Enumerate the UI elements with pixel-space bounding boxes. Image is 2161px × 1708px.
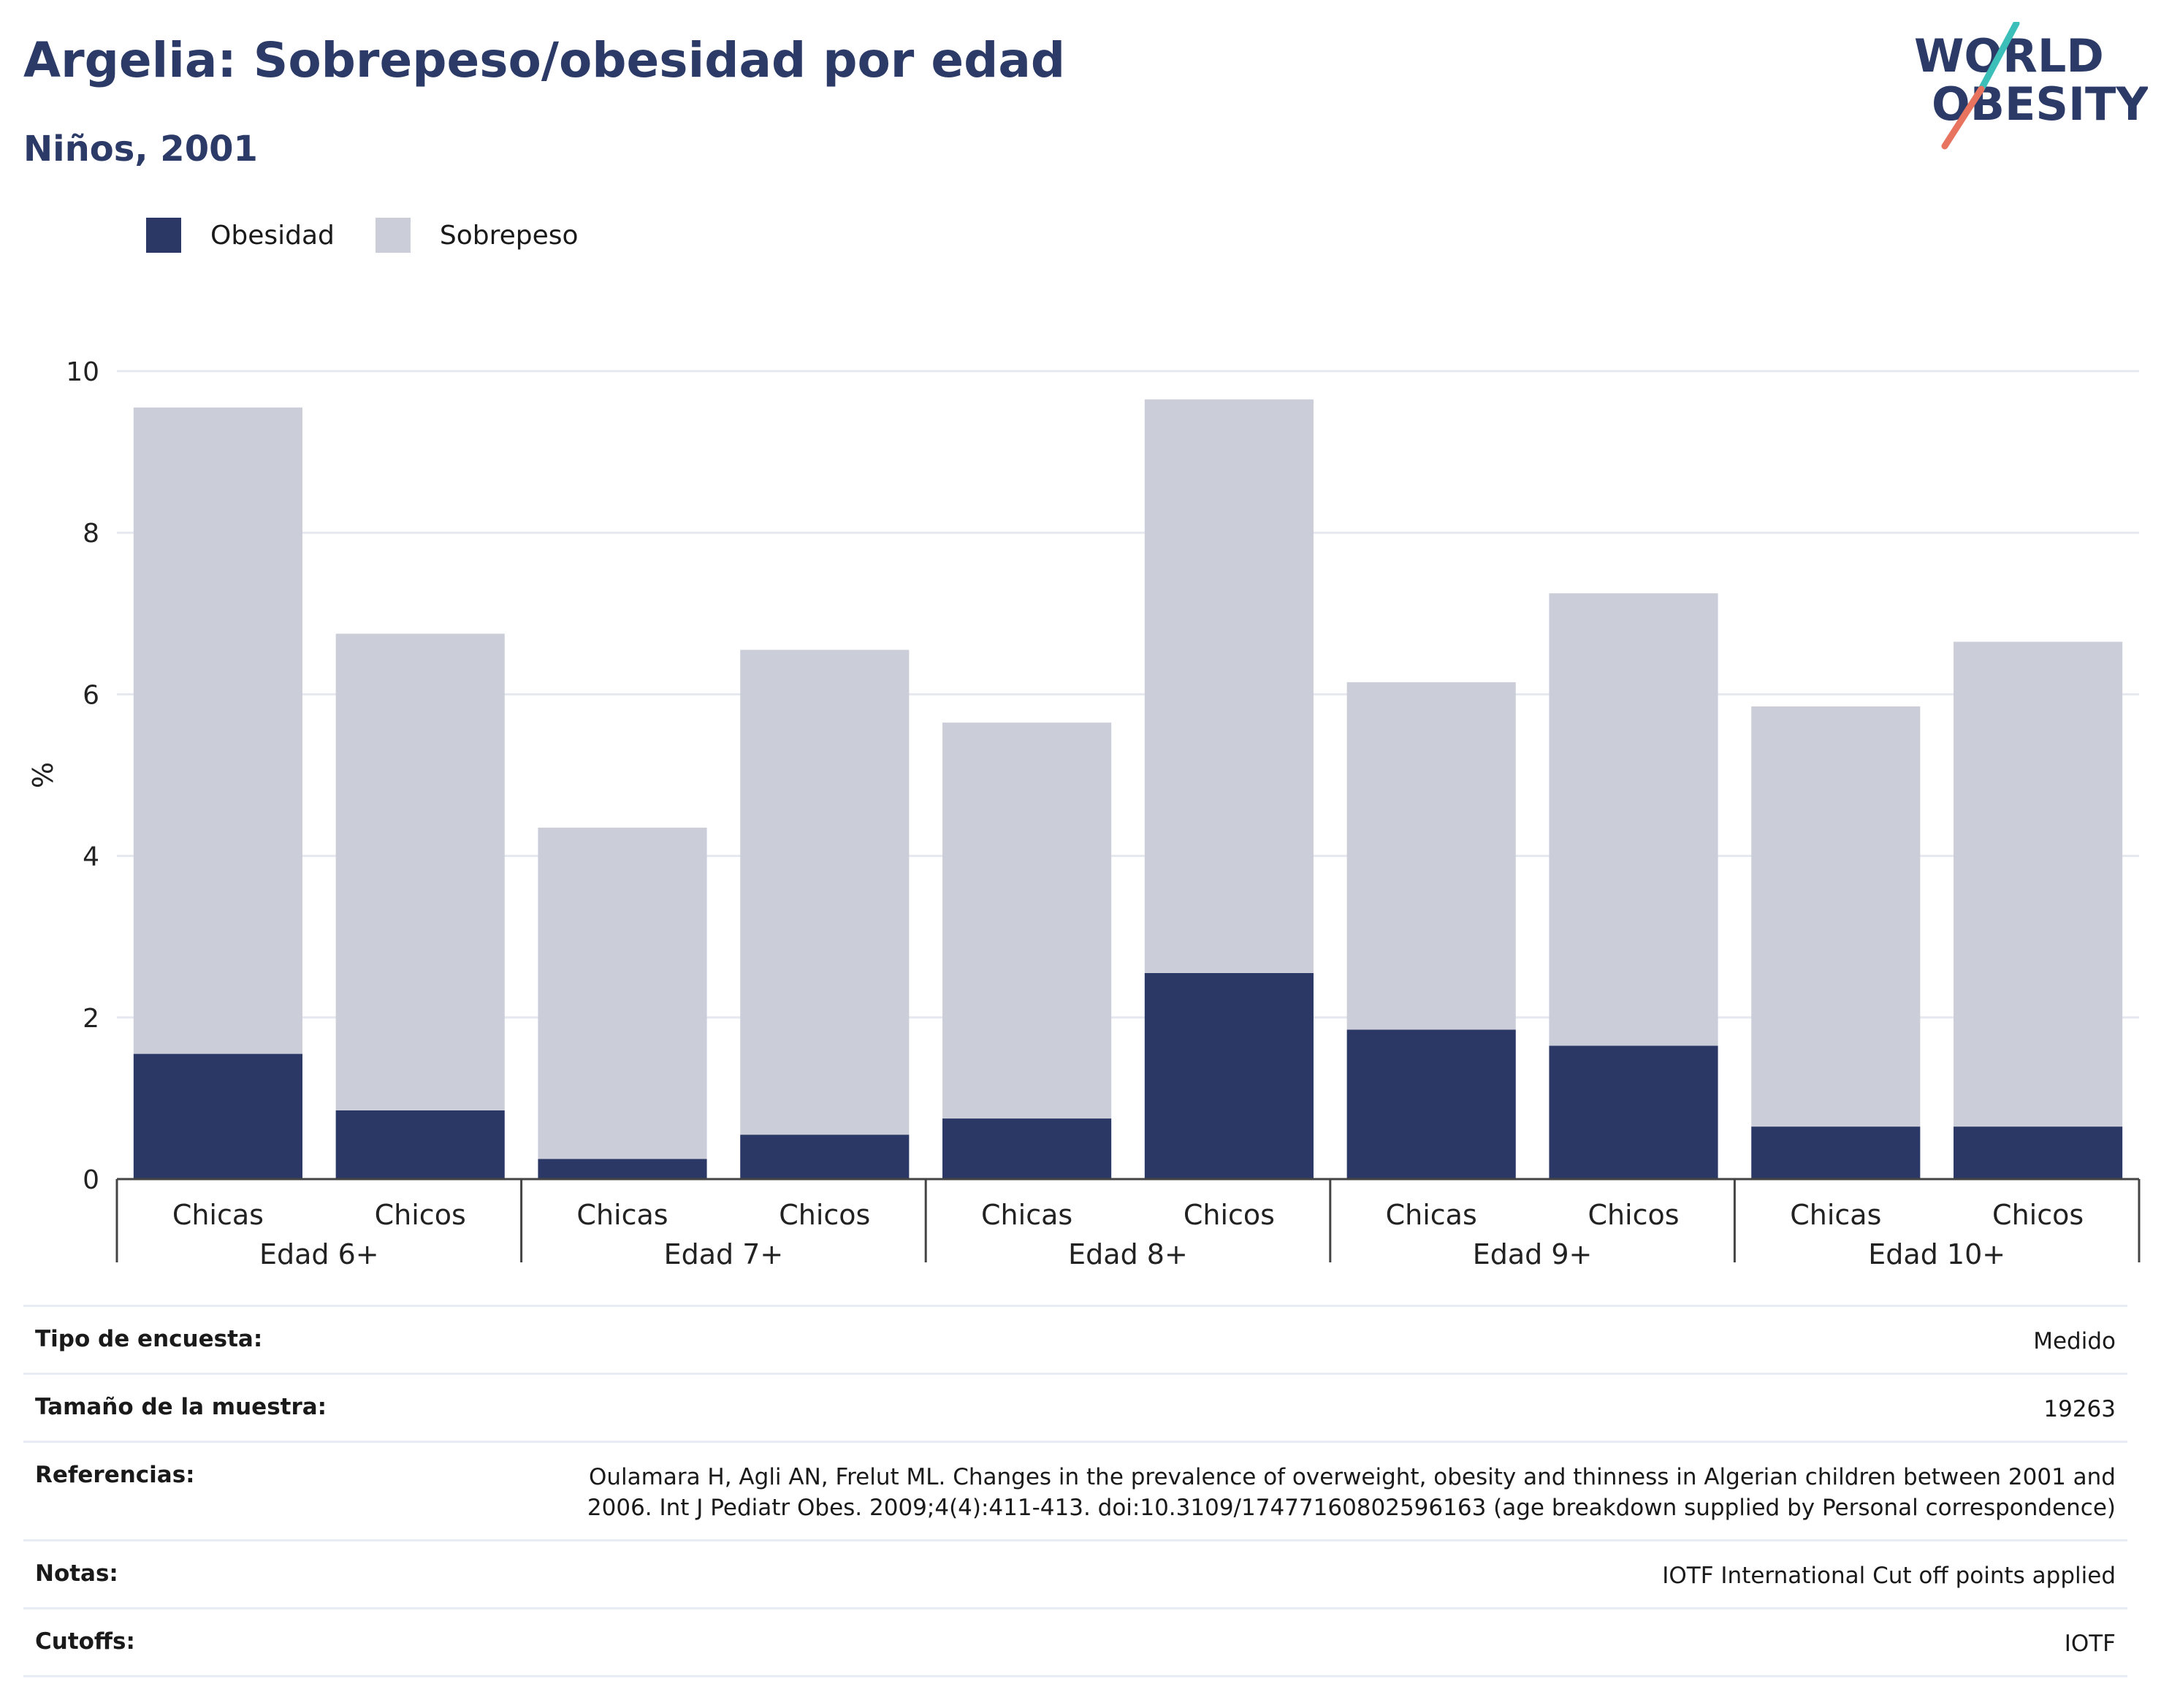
bar-sobrepeso [335, 633, 505, 1110]
logo-line2: OBESITY [1932, 77, 2148, 131]
x-category-label: Chicas [1386, 1199, 1477, 1231]
x-group-label: Edad 7+ [664, 1238, 784, 1270]
y-tick-label: 6 [83, 680, 99, 710]
legend-swatch-sobrepeso [375, 218, 411, 253]
legend-item-obesidad[interactable]: Obesidad [146, 218, 335, 253]
bar-sobrepeso [1144, 399, 1314, 973]
info-value: 19263 [2043, 1396, 2116, 1422]
info-label: Tipo de encuesta: [35, 1326, 263, 1352]
info-label: Notas: [35, 1560, 118, 1587]
world-obesity-logo: WORLD OBESITY [1899, 20, 2149, 153]
legend-label-obesidad: Obesidad [210, 220, 335, 251]
info-row-notes: Notas: IOTF International Cut off points… [23, 1539, 2127, 1607]
info-row-sample-size: Tamaño de la muestra: 19263 [23, 1373, 2127, 1441]
legend-item-sobrepeso[interactable]: Sobrepeso [375, 218, 579, 253]
y-tick-label: 0 [83, 1165, 99, 1195]
bar-sobrepeso [740, 649, 910, 1135]
bar-obesidad [1144, 972, 1314, 1179]
info-value: Oulamara H, Agli AN, Frelut ML. Changes … [587, 1464, 2116, 1521]
bar-obesidad [538, 1159, 707, 1179]
legend-swatch-obesidad [146, 218, 181, 253]
x-group-label: Edad 6+ [259, 1238, 379, 1270]
bar-sobrepeso [942, 723, 1112, 1119]
y-tick-label: 8 [83, 519, 99, 549]
survey-info-table: Tipo de encuesta: Medido Tamaño de la mu… [23, 1305, 2127, 1677]
bar-sobrepeso [1954, 641, 2123, 1127]
y-tick-label: 2 [83, 1004, 99, 1034]
bar-sobrepeso [538, 827, 707, 1159]
x-category-label: Chicos [1184, 1199, 1275, 1231]
bar-sobrepeso [133, 407, 302, 1054]
legend-label-sobrepeso: Sobrepeso [439, 220, 579, 251]
x-category-label: Chicas [576, 1199, 668, 1231]
y-axis-label: % [27, 762, 59, 788]
y-tick-label: 4 [83, 842, 99, 872]
bar-sobrepeso [1751, 706, 1921, 1127]
info-value: IOTF [2064, 1631, 2116, 1657]
x-category-label: Chicos [1588, 1199, 1679, 1231]
chart-title: Argelia: Sobrepeso/obesidad por edad [23, 32, 1066, 88]
chart-subtitle: Niños, 2001 [23, 129, 258, 169]
x-category-label: Chicos [1992, 1199, 2084, 1231]
bar-obesidad [1549, 1045, 1718, 1179]
info-value: Medido [2033, 1328, 2116, 1354]
info-row-references: Referencias: Oulamara H, Agli AN, Frelut… [23, 1441, 2127, 1539]
info-row-survey-type: Tipo de encuesta: Medido [23, 1305, 2127, 1373]
bar-obesidad [335, 1110, 505, 1179]
x-category-label: Chicas [172, 1199, 264, 1231]
x-category-label: Chicas [1790, 1199, 1881, 1231]
bar-chart: 0 2 4 6 8 10% Chicas Chicos Chicas Chicos Chicas Ch… [27, 357, 2141, 1270]
bar-obesidad [1346, 1029, 1516, 1179]
bar-sobrepeso [1346, 682, 1516, 1030]
x-category-label: Chicas [981, 1199, 1072, 1231]
bar-obesidad [1954, 1126, 2123, 1179]
info-label: Cutoffs: [35, 1628, 135, 1655]
x-group-label: Edad 9+ [1473, 1238, 1593, 1270]
x-group-label: Edad 8+ [1068, 1238, 1188, 1270]
x-group-label: Edad 10+ [1868, 1238, 2005, 1270]
bar-sobrepeso [1549, 593, 1718, 1046]
y-tick-label: 10 [66, 357, 99, 387]
info-label: Referencias: [35, 1462, 195, 1488]
chart-legend: Obesidad Sobrepeso [146, 218, 620, 253]
info-value: IOTF International Cut off points applie… [1662, 1563, 2116, 1589]
bar-obesidad [942, 1118, 1112, 1179]
bar-obesidad [133, 1053, 302, 1179]
bar-obesidad [1751, 1126, 1921, 1179]
x-category-label: Chicos [779, 1199, 870, 1231]
x-category-label: Chicos [375, 1199, 466, 1231]
bar-obesidad [740, 1135, 910, 1179]
info-label: Tamaño de la muestra: [35, 1394, 327, 1420]
info-row-cutoffs: Cutoffs: IOTF [23, 1607, 2127, 1677]
